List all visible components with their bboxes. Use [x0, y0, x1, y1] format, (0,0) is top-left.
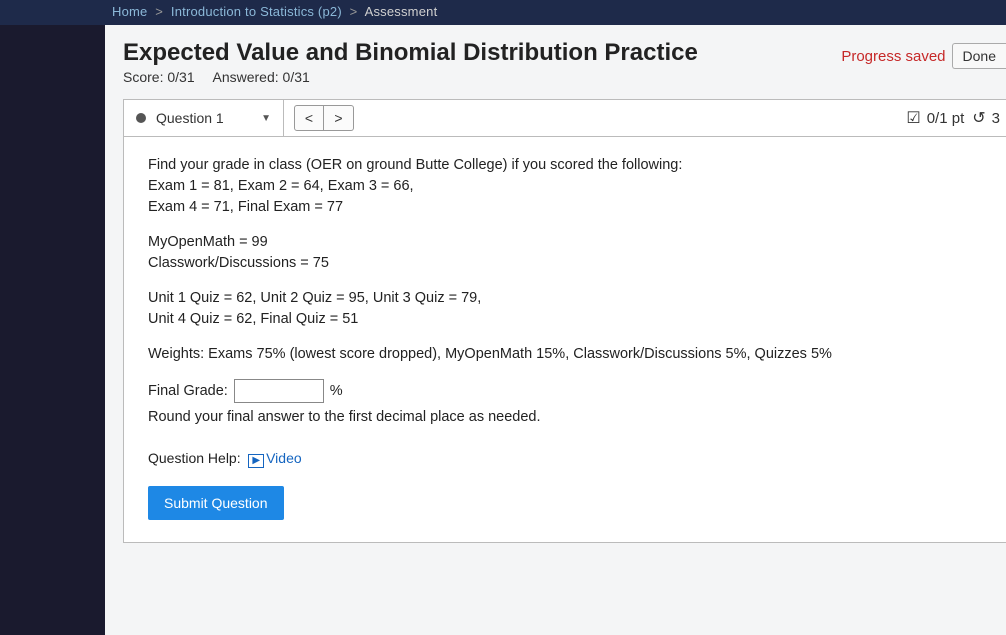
- question-text: MyOpenMath = 99: [148, 232, 986, 253]
- score-label: Score:: [123, 69, 163, 85]
- question-number-label: Question 1: [156, 110, 224, 126]
- final-grade-input[interactable]: [234, 379, 324, 403]
- breadcrumb: Home > Introduction to Statistics (p2) >…: [0, 0, 1006, 25]
- question-nav-bar: Question 1 ▼ < > 0/1 pt 3: [123, 99, 1006, 137]
- breadcrumb-home[interactable]: Home: [112, 4, 147, 19]
- final-grade-label: Final Grade:: [148, 381, 228, 402]
- help-label: Question Help:: [148, 450, 241, 466]
- breadcrumb-current: Assessment: [365, 4, 438, 19]
- percent-label: %: [330, 381, 343, 402]
- progress-saved-label: Progress saved: [841, 48, 945, 65]
- points-display: 0/1 pt 3: [906, 108, 1006, 128]
- video-link-label: Video: [266, 450, 302, 466]
- round-note: Round your final answer to the first dec…: [148, 407, 986, 428]
- question-text: Classwork/Discussions = 75: [148, 253, 986, 274]
- question-text: Exam 4 = 71, Final Exam = 77: [148, 197, 986, 218]
- next-question-button[interactable]: >: [324, 105, 354, 131]
- weights-text: Weights: Exams 75% (lowest score dropped…: [148, 344, 986, 365]
- score-line: Score: 0/31 Answered: 0/31: [123, 69, 698, 85]
- submit-question-button[interactable]: Submit Question: [148, 486, 284, 520]
- retry-icon: [968, 108, 987, 128]
- prev-question-button[interactable]: <: [294, 105, 324, 131]
- done-button[interactable]: Done: [952, 43, 1006, 69]
- video-help-link[interactable]: ▶Video: [248, 450, 301, 466]
- question-text: Exam 1 = 81, Exam 2 = 64, Exam 3 = 66,: [148, 176, 986, 197]
- breadcrumb-course[interactable]: Introduction to Statistics (p2): [171, 4, 342, 19]
- question-text: Unit 1 Quiz = 62, Unit 2 Quiz = 95, Unit…: [148, 288, 986, 309]
- answered-label: Answered:: [213, 69, 279, 85]
- answered-value: 0/31: [283, 69, 310, 85]
- chevron-down-icon: ▼: [261, 113, 271, 124]
- points-value: 0/1 pt: [927, 110, 965, 127]
- check-icon: [906, 108, 922, 128]
- breadcrumb-sep: >: [350, 4, 358, 19]
- question-text: Find your grade in class (OER on ground …: [148, 155, 986, 176]
- question-text: Unit 4 Quiz = 62, Final Quiz = 51: [148, 309, 986, 330]
- breadcrumb-sep: >: [155, 4, 163, 19]
- question-body: Find your grade in class (OER on ground …: [123, 137, 1006, 543]
- score-value: 0/31: [167, 69, 194, 85]
- status-dot-icon: [136, 113, 146, 123]
- page-title: Expected Value and Binomial Distribution…: [123, 39, 698, 67]
- question-selector[interactable]: Question 1 ▼: [124, 100, 284, 136]
- attempts-value: 3: [992, 110, 1000, 127]
- video-icon: ▶: [248, 454, 264, 468]
